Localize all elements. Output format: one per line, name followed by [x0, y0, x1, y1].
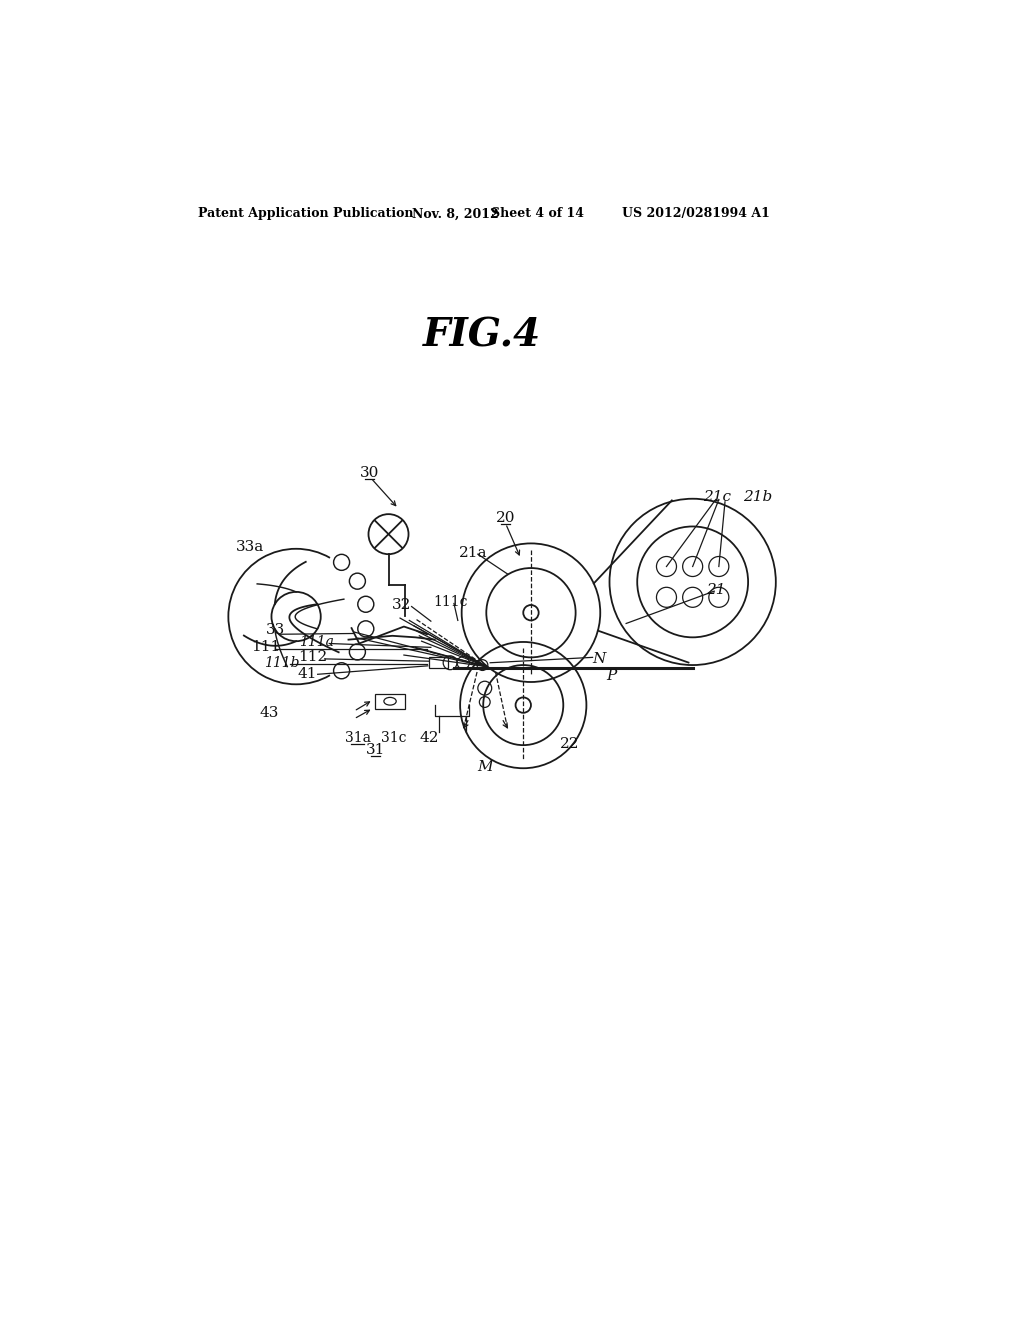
Bar	[375, 693, 406, 709]
Text: Nov. 8, 2012: Nov. 8, 2012	[412, 207, 499, 220]
Text: N: N	[592, 652, 605, 665]
Text: 22: 22	[560, 737, 580, 751]
Text: 21a: 21a	[459, 545, 487, 560]
Text: Sheet 4 of 14: Sheet 4 of 14	[490, 207, 584, 220]
Text: 111a: 111a	[299, 635, 335, 649]
Text: 31a: 31a	[345, 731, 371, 746]
Text: Patent Application Publication: Patent Application Publication	[199, 207, 414, 220]
Text: 111c: 111c	[433, 595, 467, 609]
Text: 21b: 21b	[742, 490, 772, 504]
Text: FIG.4: FIG.4	[423, 317, 542, 355]
Text: M: M	[477, 760, 493, 774]
Text: 21: 21	[706, 582, 726, 597]
Text: 42: 42	[420, 731, 439, 746]
Text: 43: 43	[259, 706, 279, 719]
Bar	[429, 657, 447, 668]
Text: 31c: 31c	[381, 731, 407, 746]
Text: 111b: 111b	[264, 656, 299, 669]
Text: 20: 20	[496, 511, 515, 525]
Text: P: P	[606, 669, 616, 682]
Text: 33: 33	[265, 623, 285, 638]
Text: 32: 32	[392, 598, 412, 612]
Text: US 2012/0281994 A1: US 2012/0281994 A1	[622, 207, 770, 220]
Text: 21c: 21c	[703, 490, 731, 504]
Text: 33a: 33a	[236, 540, 264, 554]
Text: 111: 111	[251, 640, 280, 655]
Text: 112: 112	[298, 651, 328, 664]
Text: 31: 31	[366, 743, 385, 756]
Text: 30: 30	[359, 466, 379, 479]
Text: 41: 41	[298, 668, 317, 681]
